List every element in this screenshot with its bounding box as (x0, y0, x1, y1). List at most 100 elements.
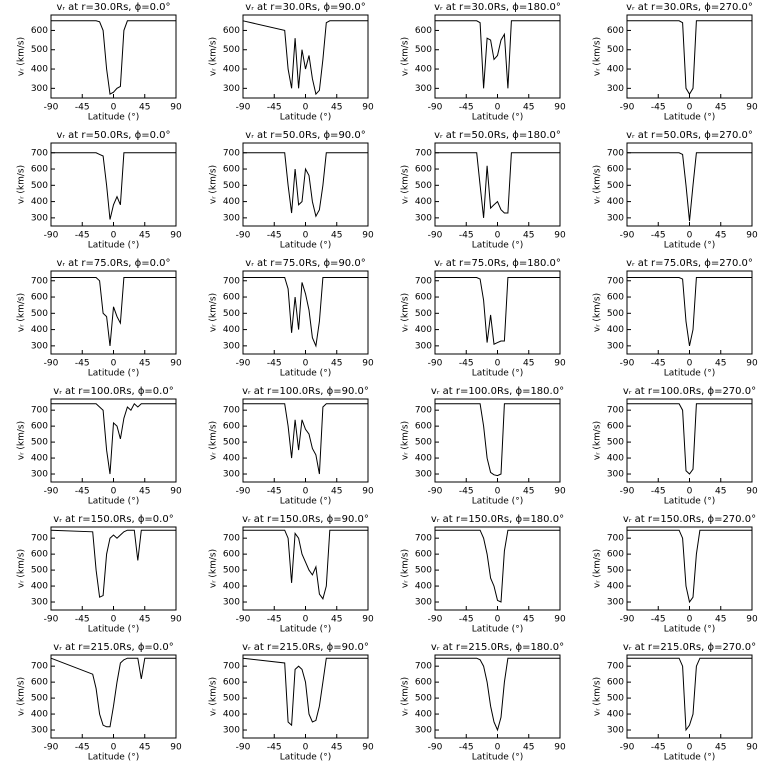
x-tick-label: 90 (170, 359, 182, 369)
panel: vᵣ at r=50.0Rs, ϕ=180.0° -90 -45 0 45 90 300 40… (401, 130, 566, 251)
x-axis-label: Latitude (°) (280, 753, 331, 763)
x-tick-label: -45 (75, 359, 90, 369)
x-tick-label: 90 (362, 615, 374, 625)
data-line (50, 657, 176, 728)
y-tick-label: 400 (223, 325, 240, 335)
y-tick-label: 700 (607, 534, 624, 544)
x-tick-label: 45 (331, 615, 342, 625)
x-tick-label: -90 (236, 615, 251, 625)
y-tick-label: 500 (607, 566, 624, 576)
y-axis-label: vᵣ (km/s) (593, 677, 603, 716)
panel-title: vᵣ at r=75.0Rs, ϕ=270.0° (626, 258, 753, 269)
panel: vᵣ at r=75.0Rs, ϕ=270.0° -90 -45 0 45 90 300 40… (593, 258, 758, 379)
x-tick-label: 45 (523, 359, 534, 369)
y-tick-label: 700 (415, 534, 432, 544)
y-axis-label: vᵣ (km/s) (593, 293, 603, 332)
y-tick-label: 300 (607, 341, 624, 351)
x-tick-label: 90 (554, 103, 566, 113)
y-tick-label: 500 (415, 181, 432, 191)
y-axis-label: vᵣ (km/s) (17, 549, 27, 588)
x-tick-label: 90 (170, 615, 182, 625)
panel: vᵣ at r=100.0Rs, ϕ=180.0° -90 -45 0 45 90 300 4… (401, 386, 566, 507)
x-tick-label: -90 (236, 231, 251, 241)
x-tick-label: 45 (523, 103, 534, 113)
y-tick-label: 300 (223, 84, 240, 94)
x-tick-label: 45 (139, 615, 150, 625)
data-line (242, 20, 368, 96)
x-tick-label: 45 (715, 487, 726, 497)
y-tick-label: 400 (31, 325, 48, 335)
y-tick-label: 600 (31, 165, 48, 175)
y-tick-label: 300 (415, 341, 432, 351)
data-line (51, 277, 176, 346)
x-tick-label: -90 (620, 743, 635, 753)
data-line (51, 20, 176, 95)
x-axis-label: Latitude (°) (280, 369, 331, 379)
y-tick-label: 500 (415, 438, 432, 448)
y-tick-label: 500 (31, 181, 48, 191)
x-tick-label: 90 (746, 231, 758, 241)
x-tick-label: 90 (362, 487, 374, 497)
y-tick-label: 600 (31, 26, 48, 36)
x-axis-label: Latitude (°) (88, 241, 139, 251)
panel-title: vᵣ at r=75.0Rs, ϕ=0.0° (56, 258, 170, 269)
y-tick-label: 700 (31, 148, 48, 158)
y-tick-label: 400 (223, 710, 240, 720)
y-tick-label: 500 (607, 45, 624, 55)
x-tick-label: 90 (170, 103, 182, 113)
y-tick-label: 600 (31, 293, 48, 303)
panel-title: vᵣ at r=30.0Rs, ϕ=270.0° (626, 2, 753, 13)
y-axis-label: vᵣ (km/s) (17, 421, 27, 460)
x-tick-label: 45 (331, 487, 342, 497)
y-tick-label: 300 (415, 84, 432, 94)
y-axis-label: vᵣ (km/s) (209, 293, 219, 332)
x-tick-label: 90 (362, 103, 374, 113)
x-tick-label: -45 (75, 103, 90, 113)
x-tick-label: 90 (746, 487, 758, 497)
y-axis-label: vᵣ (km/s) (401, 165, 411, 204)
x-tick-label: 90 (554, 487, 566, 497)
x-tick-label: 90 (362, 231, 374, 241)
y-axis-label: vᵣ (km/s) (401, 421, 411, 460)
x-tick-label: 90 (746, 359, 758, 369)
x-tick-label: 90 (170, 487, 182, 497)
panel-title: vᵣ at r=100.0Rs, ϕ=90.0° (242, 386, 369, 397)
y-tick-label: 400 (607, 65, 624, 75)
x-tick-label: 0 (303, 231, 309, 241)
x-tick-label: -90 (620, 615, 635, 625)
y-axis-label: vᵣ (km/s) (209, 165, 219, 204)
y-tick-label: 400 (415, 454, 432, 464)
y-tick-label: 500 (415, 45, 432, 55)
panel-title: vᵣ at r=215.0Rs, ϕ=0.0° (53, 642, 173, 653)
panel: vᵣ at r=50.0Rs, ϕ=270.0° -90 -45 0 45 90 300 40… (593, 130, 758, 251)
y-tick-label: 300 (607, 213, 624, 223)
y-tick-label: 700 (415, 276, 432, 286)
x-tick-label: -45 (459, 359, 474, 369)
y-tick-label: 500 (223, 181, 240, 191)
x-tick-label: -45 (459, 615, 474, 625)
y-tick-label: 300 (223, 470, 240, 480)
y-tick-label: 400 (223, 582, 240, 592)
y-tick-label: 500 (607, 438, 624, 448)
data-line (50, 529, 176, 598)
x-tick-label: 0 (687, 103, 693, 113)
x-tick-label: 90 (170, 231, 182, 241)
y-tick-label: 300 (415, 726, 432, 736)
y-tick-label: 400 (31, 710, 48, 720)
y-tick-label: 500 (31, 45, 48, 55)
plot-frame (242, 654, 369, 739)
data-line (242, 657, 368, 727)
x-tick-label: 45 (523, 231, 534, 241)
x-tick-label: 0 (111, 487, 117, 497)
panel-title: vᵣ at r=215.0Rs, ϕ=180.0° (431, 642, 564, 653)
panel-title: vᵣ at r=30.0Rs, ϕ=90.0° (245, 2, 365, 13)
panel-title: vᵣ at r=75.0Rs, ϕ=90.0° (245, 258, 365, 269)
plot-frame (626, 14, 753, 99)
x-tick-label: 45 (523, 487, 534, 497)
x-tick-label: 90 (554, 615, 566, 625)
y-tick-label: 600 (415, 165, 432, 175)
x-tick-label: -90 (236, 487, 251, 497)
y-tick-label: 400 (607, 582, 624, 592)
x-tick-label: 45 (139, 103, 150, 113)
